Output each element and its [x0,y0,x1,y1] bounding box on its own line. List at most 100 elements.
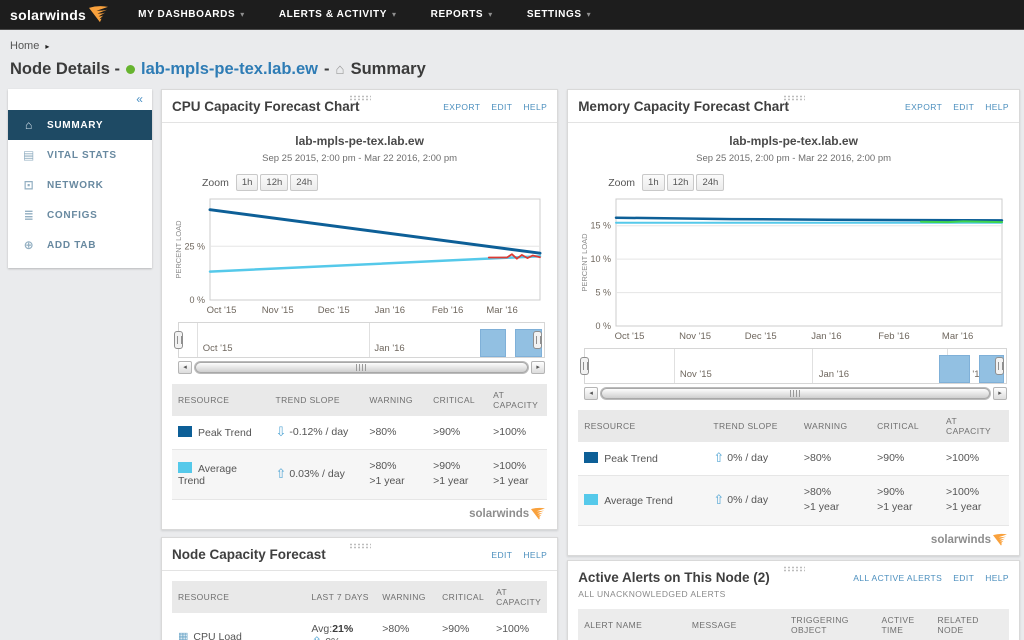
left-column: CPU Capacity Forecast Chart EXPORT EDIT … [160,89,559,640]
help-link[interactable]: HELP [523,549,548,560]
zoom-24h-button[interactable]: 24h [290,174,319,191]
table-row: Average Trend ⇧ 0.03% / day >80% >1 year… [171,449,548,500]
alerts-table: ALERT NAME MESSAGE TRIGGERING OBJECT ACT… [578,608,1009,640]
scrollbar-track[interactable] [600,386,991,400]
scrollbar-track[interactable] [193,360,530,374]
widget-header: CPU Capacity Forecast Chart EXPORT EDIT … [161,90,558,123]
memory-forecast-chart[interactable]: 0 % 5 % 10 % 15 % Oct '15 Nov '15 Dec '15 Jan '… [580,194,1008,344]
widget-header: Node Capacity Forecast EDIT HELP [161,538,558,571]
menu-my-dashboards[interactable]: MY DASHBOARDS ▾ [138,9,245,20]
breadcrumb-home-link[interactable]: Home [10,40,40,52]
drag-handle-icon[interactable] [782,565,805,572]
svg-text:PERCENT LOAD: PERCENT LOAD [580,233,589,292]
page-title-separator: - [324,60,330,78]
drag-handle-icon[interactable] [348,95,371,101]
series-swatch [177,461,192,473]
svg-text:Dec '15: Dec '15 [317,305,349,316]
memory-chart-scrollbar: ◂ ▸ [584,386,1007,400]
scroll-left-arrow[interactable]: ◂ [584,386,599,400]
svg-text:0 %: 0 % [595,321,611,331]
navigator-gridline [197,323,199,357]
scrollbar-grip-icon [355,363,368,371]
navigator-gridline [812,349,814,383]
svg-text:25 %: 25 % [184,241,205,251]
sidebar-collapse-button[interactable]: « [136,92,143,106]
sidebar-item-add-tab[interactable]: ⊕ ADD TAB [23,238,97,252]
plus-circle-icon: ⊕ [23,238,35,252]
svg-text:PERCENT LOAD: PERCENT LOAD [174,220,183,279]
sidebar-item-network[interactable]: ⊡ NETWORK [23,178,104,192]
widget-links: EXPORT EDIT HELP [443,99,547,112]
breadcrumb-separator-icon: ▸ [45,41,50,51]
export-link[interactable]: EXPORT [443,102,481,112]
solarwinds-swirl-icon [89,6,109,23]
widget-subtitle: ALL UNACKNOWLEDGED ALERTS [578,588,726,599]
solarwinds-footer-logo: solarwinds [568,526,1019,555]
svg-text:Feb '16: Feb '16 [878,331,909,342]
zoom-24h-button[interactable]: 24h [696,174,725,191]
zoom-12h-button[interactable]: 12h [666,174,695,191]
scroll-left-arrow[interactable]: ◂ [177,360,192,374]
menu-reports[interactable]: REPORTS ▾ [430,9,493,20]
all-active-alerts-link[interactable]: ALL ACTIVE ALERTS [853,572,943,583]
widget-links: EXPORT EDIT HELP [905,99,1009,112]
navigator-left-handle[interactable] [173,331,183,349]
zoom-controls: Zoom 1h 12h 24h [608,174,1019,191]
widget-title: CPU Capacity Forecast Chart [171,99,360,114]
trend-up-icon: ⇧ [275,466,287,482]
node-capacity-table: RESOURCE LAST 7 DAYS WARNING CRITICAL AT… [171,580,548,640]
trend-up-icon: ⇧ [713,451,725,467]
table-row: Peak Trend ⇩ -0.12% / day >80% >90% >100… [171,416,548,451]
menu-settings[interactable]: SETTINGS ▾ [526,9,592,20]
navigator-left-handle[interactable] [580,357,590,375]
scrollbar-thumb[interactable] [601,387,990,399]
cpu-forecast-chart[interactable]: 0 % 25 % Oct '15 Nov '15 Dec '15 Jan '16 Feb '… [174,194,546,318]
export-link[interactable]: EXPORT [905,102,943,112]
table-row: ▦CPU Load Avg:21% ⇧ 0% >80% >1 year >90%… [171,612,548,640]
widget-header: Memory Capacity Forecast Chart EXPORT ED… [568,90,1019,123]
navigator-gridline [673,349,675,383]
home-icon: ⌂ [25,118,33,132]
solarwinds-logo[interactable]: solarwinds [10,5,109,24]
edit-link[interactable]: EDIT [953,572,975,583]
scroll-right-arrow[interactable]: ▸ [993,386,1007,400]
menu-alerts-activity[interactable]: ALERTS & ACTIVITY ▾ [278,9,397,20]
help-link[interactable]: HELP [985,102,1009,112]
drag-handle-icon[interactable] [782,95,805,101]
svg-text:Oct '15: Oct '15 [614,331,644,342]
edit-link[interactable]: EDIT [953,102,975,112]
sidebar-item-vital-stats[interactable]: ▤ VITAL STATS [22,148,117,162]
svg-text:0 %: 0 % [189,295,205,305]
svg-text:Jan '16: Jan '16 [811,331,841,342]
widget-title: Memory Capacity Forecast Chart [578,99,790,114]
zoom-12h-button[interactable]: 12h [260,174,289,191]
cpu-chart-navigator[interactable]: Oct '15 Jan '16 [173,322,546,358]
svg-text:Jan '16: Jan '16 [374,305,404,316]
navigator-right-handle[interactable] [533,331,543,349]
navigator-right-handle[interactable] [995,357,1004,375]
help-link[interactable]: HELP [523,102,548,112]
right-column: Memory Capacity Forecast Chart EXPORT ED… [567,89,1020,640]
solarwinds-footer-logo: solarwinds [162,500,557,529]
sidebar: « ⌂ SUMMARY ▤ VITAL STATS ⊡ NETWORK ≣ CO… [8,89,152,268]
zoom-1h-button[interactable]: 1h [235,174,259,191]
sidebar-item-summary[interactable]: ⌂ SUMMARY [8,110,152,140]
navigator-label: Nov '15 [679,369,712,380]
chart-title: lab-mpls-pe-tex.lab.ew [729,134,858,148]
cpu-chart-scrollbar: ◂ ▸ [177,360,546,374]
help-link[interactable]: HELP [985,572,1009,583]
zoom-1h-button[interactable]: 1h [642,174,665,191]
active-alerts-widget: Active Alerts on This Node (2) ALL UNACK… [567,559,1020,640]
memory-chart-navigator[interactable]: Nov '15 Jan '16 Mar '16 [580,348,1007,384]
navigator-data-bar [480,329,506,357]
edit-link[interactable]: EDIT [491,102,513,112]
svg-text:Nov '15: Nov '15 [679,331,711,342]
scrollbar-thumb[interactable] [194,361,529,373]
sidebar-item-configs[interactable]: ≣ CONFIGS [23,208,98,222]
svg-text:15 %: 15 % [590,221,611,231]
edit-link[interactable]: EDIT [491,549,513,560]
node-name-link[interactable]: lab-mpls-pe-tex.lab.ew [141,60,318,78]
zoom-controls: Zoom 1h 12h 24h [202,174,557,191]
drag-handle-icon[interactable] [348,542,371,549]
scroll-right-arrow[interactable]: ▸ [531,360,546,374]
